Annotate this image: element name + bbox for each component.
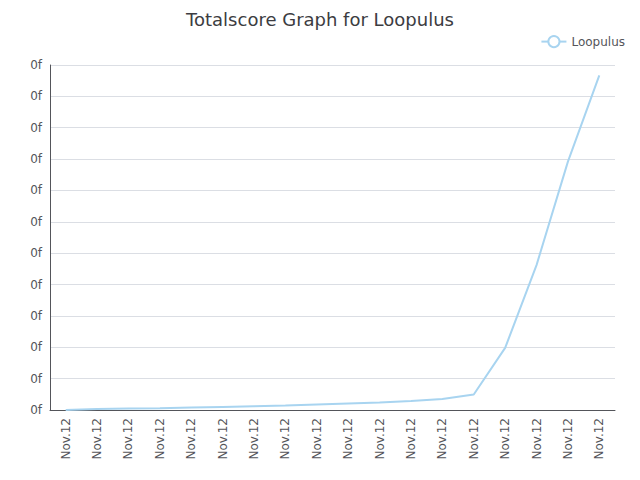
svg-text:Nov.12: Nov.12 (216, 418, 230, 460)
svg-text:Nov.12: Nov.12 (278, 418, 292, 460)
svg-text:0f: 0f (30, 246, 43, 260)
svg-text:0f: 0f (30, 403, 43, 417)
svg-text:Nov.12: Nov.12 (121, 418, 135, 460)
svg-text:Nov.12: Nov.12 (404, 418, 418, 460)
svg-text:Nov.12: Nov.12 (373, 418, 387, 460)
svg-text:0f: 0f (30, 340, 43, 354)
svg-text:0f: 0f (30, 152, 43, 166)
svg-text:Nov.12: Nov.12 (247, 418, 261, 460)
svg-text:0f: 0f (30, 183, 43, 197)
svg-text:Nov.12: Nov.12 (561, 418, 575, 460)
svg-text:Nov.12: Nov.12 (59, 418, 73, 460)
svg-text:Nov.12: Nov.12 (90, 418, 104, 460)
svg-text:0f: 0f (30, 58, 43, 72)
svg-text:Totalscore Graph for Loopulus: Totalscore Graph for Loopulus (185, 9, 454, 30)
svg-text:0f: 0f (30, 215, 43, 229)
svg-text:Nov.12: Nov.12 (592, 418, 606, 460)
svg-text:0f: 0f (30, 372, 43, 386)
svg-text:Nov.12: Nov.12 (310, 418, 324, 460)
svg-text:Nov.12: Nov.12 (153, 418, 167, 460)
svg-text:0f: 0f (30, 121, 43, 135)
svg-text:0f: 0f (30, 278, 43, 292)
svg-text:Nov.12: Nov.12 (435, 418, 449, 460)
svg-text:0f: 0f (30, 89, 43, 103)
svg-text:Nov.12: Nov.12 (530, 418, 544, 460)
svg-text:Nov.12: Nov.12 (341, 418, 355, 460)
svg-text:Nov.12: Nov.12 (184, 418, 198, 460)
svg-text:Loopulus: Loopulus (571, 35, 625, 49)
svg-text:Nov.12: Nov.12 (498, 418, 512, 460)
svg-text:0f: 0f (30, 309, 43, 323)
svg-text:Nov.12: Nov.12 (467, 418, 481, 460)
